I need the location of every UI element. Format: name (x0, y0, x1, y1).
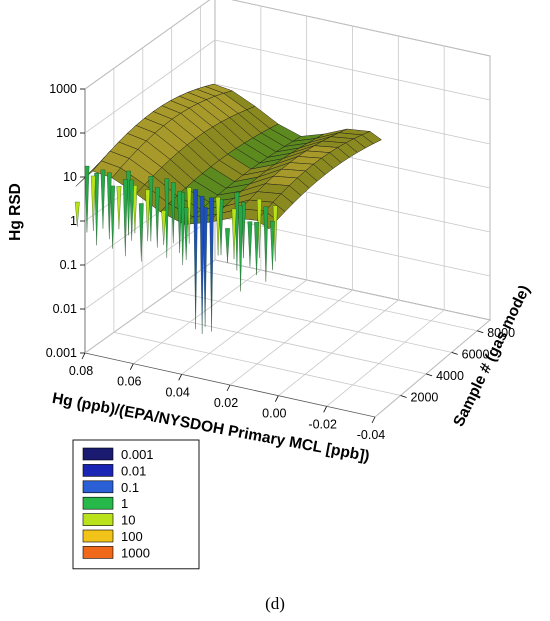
surface-spike (74, 201, 80, 227)
surface-spike (202, 207, 208, 327)
x-tick-label: -0.02 (308, 417, 337, 431)
z-tick-label: 1000 (49, 82, 77, 96)
x-tick-label: -0.04 (357, 428, 386, 442)
surface-spike (225, 228, 230, 263)
surface-spike (254, 222, 259, 276)
y-tick-label: 2000 (411, 390, 439, 404)
z-axis-ticks: 0.001 0.01 0.1 1 10 100 1000 (46, 82, 85, 360)
legend-label: 1 (121, 496, 128, 511)
z-gridline-left (84, 0, 211, 90)
x-gridline-floor (278, 299, 399, 396)
x-tick-label: 0.00 (262, 407, 286, 421)
surface-spike (106, 172, 112, 240)
legend-swatch (82, 464, 114, 477)
z-axis-title: Hg RSD (7, 183, 24, 241)
x-gridline-floor (84, 259, 216, 354)
x-gridline-floor (133, 269, 262, 364)
z-tick-label: 0.01 (53, 302, 77, 316)
surface-spike (94, 172, 99, 246)
surface-spike (177, 191, 183, 253)
z-gridline-left (84, 215, 216, 310)
surface-spike (180, 192, 186, 266)
surface-spike (270, 221, 275, 271)
x-gridline-floor (326, 309, 445, 407)
z-tick-label: 100 (56, 126, 77, 140)
surface-spike (238, 205, 243, 292)
y-tick-label: 8000 (487, 326, 515, 340)
legend-swatch (82, 480, 114, 494)
x-tick-mark (371, 416, 376, 424)
legend-label: 0.01 (121, 463, 146, 478)
x-gridline-floor (181, 279, 307, 375)
y-gridline-floor (200, 269, 478, 332)
surface-spike (183, 207, 189, 260)
surface-spike (209, 197, 214, 332)
surface-spike (247, 221, 253, 267)
surface-spike (199, 195, 205, 334)
surface-spike (170, 182, 176, 244)
y-tick-mark (477, 330, 484, 334)
surface-spike (122, 179, 128, 257)
x-tick-mark (226, 384, 231, 392)
surface-spike (215, 197, 221, 256)
y-gridline-floor (113, 331, 401, 396)
x-tick-mark (178, 374, 183, 381)
x-tick-mark (323, 406, 328, 413)
x-tick-label: 0.08 (69, 364, 93, 378)
x-tick-mark (274, 395, 279, 402)
legend-swatch (82, 529, 114, 543)
y-tick-mark (400, 395, 407, 398)
legend-label: 10 (121, 513, 135, 528)
x-gridline-floor (229, 289, 353, 386)
x-axis-ticks: 0.08 0.06 0.04 0.02 0.00 -0.02 -0.04 (69, 352, 386, 442)
surface-spike (161, 210, 167, 246)
x-tick-label: 0.02 (214, 396, 238, 410)
surface-spike (110, 185, 115, 249)
z-tick-label: 0.1 (60, 258, 77, 272)
x-tick-label: 0.06 (117, 375, 141, 389)
surface-spike (129, 179, 135, 241)
y-gridline-floor (171, 290, 452, 353)
surface-spike (164, 178, 170, 258)
x-gridline-floor (374, 319, 491, 418)
y-gridline-floor (142, 311, 427, 375)
y-tick-label: 4000 (436, 369, 464, 383)
z-gridline-left (84, 39, 216, 134)
surface-spike (145, 189, 151, 242)
surface-spike (154, 187, 160, 248)
legend-label: 100 (121, 529, 143, 544)
surface-spike (193, 189, 198, 330)
z-tick-label: 10 (63, 170, 77, 184)
y-tick-mark (451, 351, 458, 355)
surface-spike (100, 169, 106, 229)
legend-swatch (82, 513, 114, 526)
surface-spike (138, 203, 144, 262)
surface-spikes (74, 165, 278, 334)
surface-spike (231, 208, 237, 260)
legend-swatch (82, 447, 114, 461)
legend-label: 1000 (121, 545, 150, 560)
z-tick-label: 1 (70, 214, 77, 228)
surface-spike (116, 186, 122, 230)
surface-spike (84, 165, 90, 233)
y-tick-label: 6000 (462, 347, 490, 361)
y-axis-ticks: 2000 4000 6000 8000 (400, 326, 515, 404)
y-tick-mark (425, 373, 433, 377)
surface-spike (90, 175, 96, 231)
legend-label: 0.001 (121, 447, 154, 462)
z-tick-label: 0.001 (46, 346, 77, 360)
figure-caption: (d) (265, 594, 285, 613)
surface-spike (132, 185, 138, 234)
x-tick-label: 0.04 (165, 385, 189, 399)
surface-spike (263, 206, 269, 282)
surface-spike (218, 199, 224, 256)
legend-label: 0.1 (121, 480, 139, 495)
x-tick-mark (129, 363, 134, 370)
legend-swatch (82, 546, 114, 559)
legend-swatch (82, 496, 114, 510)
x-tick-mark (81, 352, 86, 360)
